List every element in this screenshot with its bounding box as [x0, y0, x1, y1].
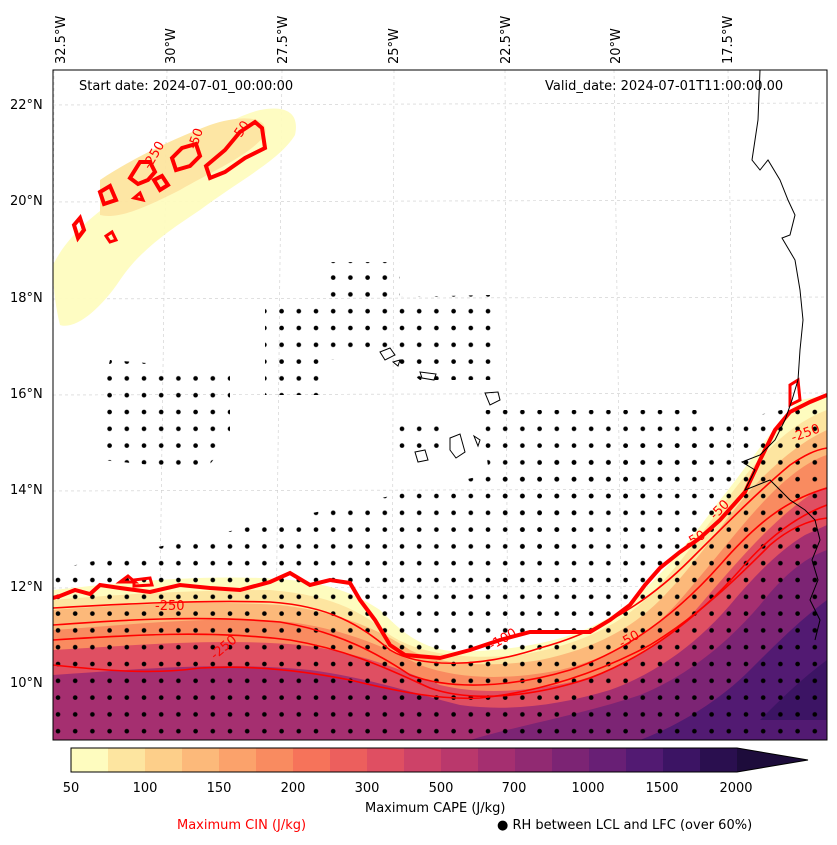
- lat-label: 14°N: [10, 483, 43, 498]
- rh-dots: [53, 262, 827, 740]
- colorbar-tick: 500: [428, 781, 454, 796]
- lat-label: 22°N: [10, 98, 43, 113]
- colorbar-frame: [70, 747, 809, 773]
- lon-label: 20°W: [609, 28, 624, 64]
- colorbar-tick: 150: [206, 781, 232, 796]
- start-date-label: Start date: 2024-07-01_00:00:00: [79, 79, 294, 94]
- cin-legend-label: Maximum CIN (J/kg): [177, 818, 307, 833]
- lat-label: 12°N: [10, 580, 43, 595]
- lat-label: 10°N: [10, 676, 43, 691]
- map-area: -50 -50 -250 -250 -250 -50 -50 -50 -100 …: [53, 70, 827, 740]
- cin-contours: [53, 119, 827, 700]
- colorbar-swatch: [330, 748, 368, 772]
- lon-label: 30°W: [164, 28, 179, 64]
- lon-label: 27.5°W: [276, 15, 291, 64]
- lon-label: 25°W: [387, 28, 402, 64]
- lon-label: 22.5°W: [499, 15, 514, 64]
- rh-legend-label: ● RH between LCL and LFC (over 60%): [497, 818, 753, 833]
- colorbar-swatch: [478, 748, 516, 772]
- colorbar-swatch: [552, 748, 590, 772]
- colorbar-tick: 50: [62, 781, 80, 796]
- colorbar-swatch: [515, 748, 553, 772]
- lon-label: 17.5°W: [721, 15, 736, 64]
- colorbar-tick: 1000: [571, 781, 605, 796]
- colorbar-swatch: [367, 748, 405, 772]
- colorbar-swatch: [219, 748, 257, 772]
- colorbar-swatch: [293, 748, 331, 772]
- colorbar-swatch: [700, 748, 738, 772]
- colorbar-swatch: [589, 748, 627, 772]
- colorbar-tick: 2000: [719, 781, 753, 796]
- colorbar-tick: 300: [354, 781, 380, 796]
- contour-label: -250: [155, 599, 185, 614]
- colorbar-extend-arrow: [737, 748, 808, 772]
- map-frame: [52, 69, 828, 741]
- colorbar-swatch: [663, 748, 701, 772]
- lat-label: 18°N: [10, 291, 43, 306]
- colorbar-swatch: [71, 748, 109, 772]
- colorbar-title: Maximum CAPE (J/kg): [365, 801, 506, 816]
- colorbar-tick: 100: [132, 781, 158, 796]
- colorbar: [70, 747, 809, 773]
- colorbar-tick: 1500: [645, 781, 679, 796]
- colorbar-swatch: [108, 748, 146, 772]
- colorbar-swatch: [404, 748, 442, 772]
- colorbar-swatch: [256, 748, 294, 772]
- lat-label: 16°N: [10, 387, 43, 402]
- lat-label: 20°N: [10, 194, 43, 209]
- valid-date-label: Valid_date: 2024-07-01T11:00:00.00: [545, 79, 784, 94]
- colorbar-tick: 700: [501, 781, 527, 796]
- colorbar-swatch: [145, 748, 183, 772]
- coastline: [379, 70, 821, 641]
- colorbar-tick: 200: [280, 781, 306, 796]
- colorbar-swatch: [626, 748, 664, 772]
- colorbar-swatch: [441, 748, 479, 772]
- contour-label: -50: [186, 126, 207, 151]
- lon-label: 32.5°W: [54, 15, 69, 64]
- colorbar-swatch: [182, 748, 220, 772]
